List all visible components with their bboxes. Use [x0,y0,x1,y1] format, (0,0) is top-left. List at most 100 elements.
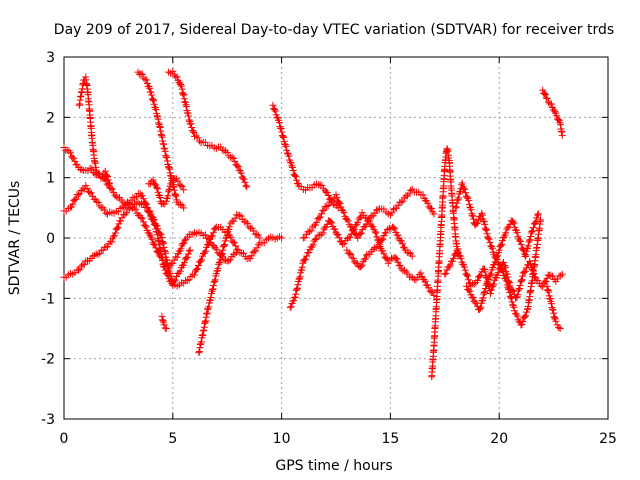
data-point [307,226,315,234]
data-point [148,95,156,103]
data-point [279,132,287,140]
data-point [287,159,295,167]
data-point [483,230,491,238]
data-point [288,162,296,170]
data-point [393,204,401,212]
data-point [150,97,158,105]
data-point [73,160,81,168]
data-point [164,265,172,273]
data-point [465,197,473,205]
data-point [162,153,170,161]
series-track-r [539,86,566,139]
data-point [121,210,129,218]
data-point [498,237,506,245]
data-point [450,255,458,263]
data-point [216,255,224,263]
data-point [161,266,169,274]
data-point [557,272,565,280]
data-point [174,177,182,185]
data-point [299,234,307,242]
data-point [182,103,190,111]
data-point [464,272,472,280]
data-point [296,273,304,281]
data-point [67,149,75,157]
data-point [176,200,184,208]
data-point [104,176,112,184]
data-point [521,267,529,275]
data-point [384,226,392,234]
data-point [149,176,157,184]
data-point [508,298,516,306]
data-point [185,276,193,284]
data-point [394,258,402,266]
data-point [328,219,336,227]
data-point [556,325,564,332]
data-point [151,104,159,112]
data-point [286,158,294,166]
data-point [461,266,469,274]
data-point [236,211,244,219]
data-point [278,234,286,242]
data-point [469,215,477,223]
data-point [454,245,462,253]
y-tick-label: 3 [46,50,55,66]
data-point [195,261,203,269]
data-point [289,167,297,175]
data-point [182,101,190,109]
data-point [161,249,169,257]
data-point [362,251,370,259]
data-point [293,179,301,187]
data-point [180,95,188,103]
data-point [460,185,468,193]
data-point [430,210,438,218]
data-point [380,250,388,258]
data-point [293,285,301,293]
data-point [476,305,484,313]
data-point [160,321,168,329]
data-point [102,171,110,179]
data-point [112,193,120,201]
data-point [488,244,496,252]
data-point [191,271,199,279]
data-point [184,250,192,258]
data-point [80,261,88,269]
data-point [558,131,566,139]
data-point [517,277,525,285]
data-point [301,233,309,241]
x-tick-label: 20 [490,431,508,447]
data-point [215,259,223,267]
data-point [455,194,463,202]
data-point [358,261,366,269]
data-point [169,259,177,267]
data-point [252,247,260,255]
data-point [205,303,213,311]
data-point [405,190,413,198]
data-point [392,254,400,262]
data-point [218,249,226,257]
data-point [441,270,449,278]
data-point [293,176,301,184]
data-point [510,303,518,311]
data-point [544,286,552,294]
data-point [473,219,481,227]
data-point [159,240,167,248]
data-point [507,294,515,302]
data-point [309,241,317,249]
data-point [336,199,344,207]
data-point [75,191,83,199]
data-point [393,255,401,263]
data-point [239,175,247,183]
data-point [320,206,328,214]
data-point [529,227,537,235]
data-point [494,252,502,260]
data-point [122,209,130,217]
data-point [288,164,296,172]
data-point [519,272,527,280]
data-point [470,280,478,288]
data-point [271,105,279,113]
data-point [183,277,191,285]
data-point [156,193,164,201]
data-point [398,240,406,248]
data-point [180,91,188,99]
data-point [220,242,228,250]
